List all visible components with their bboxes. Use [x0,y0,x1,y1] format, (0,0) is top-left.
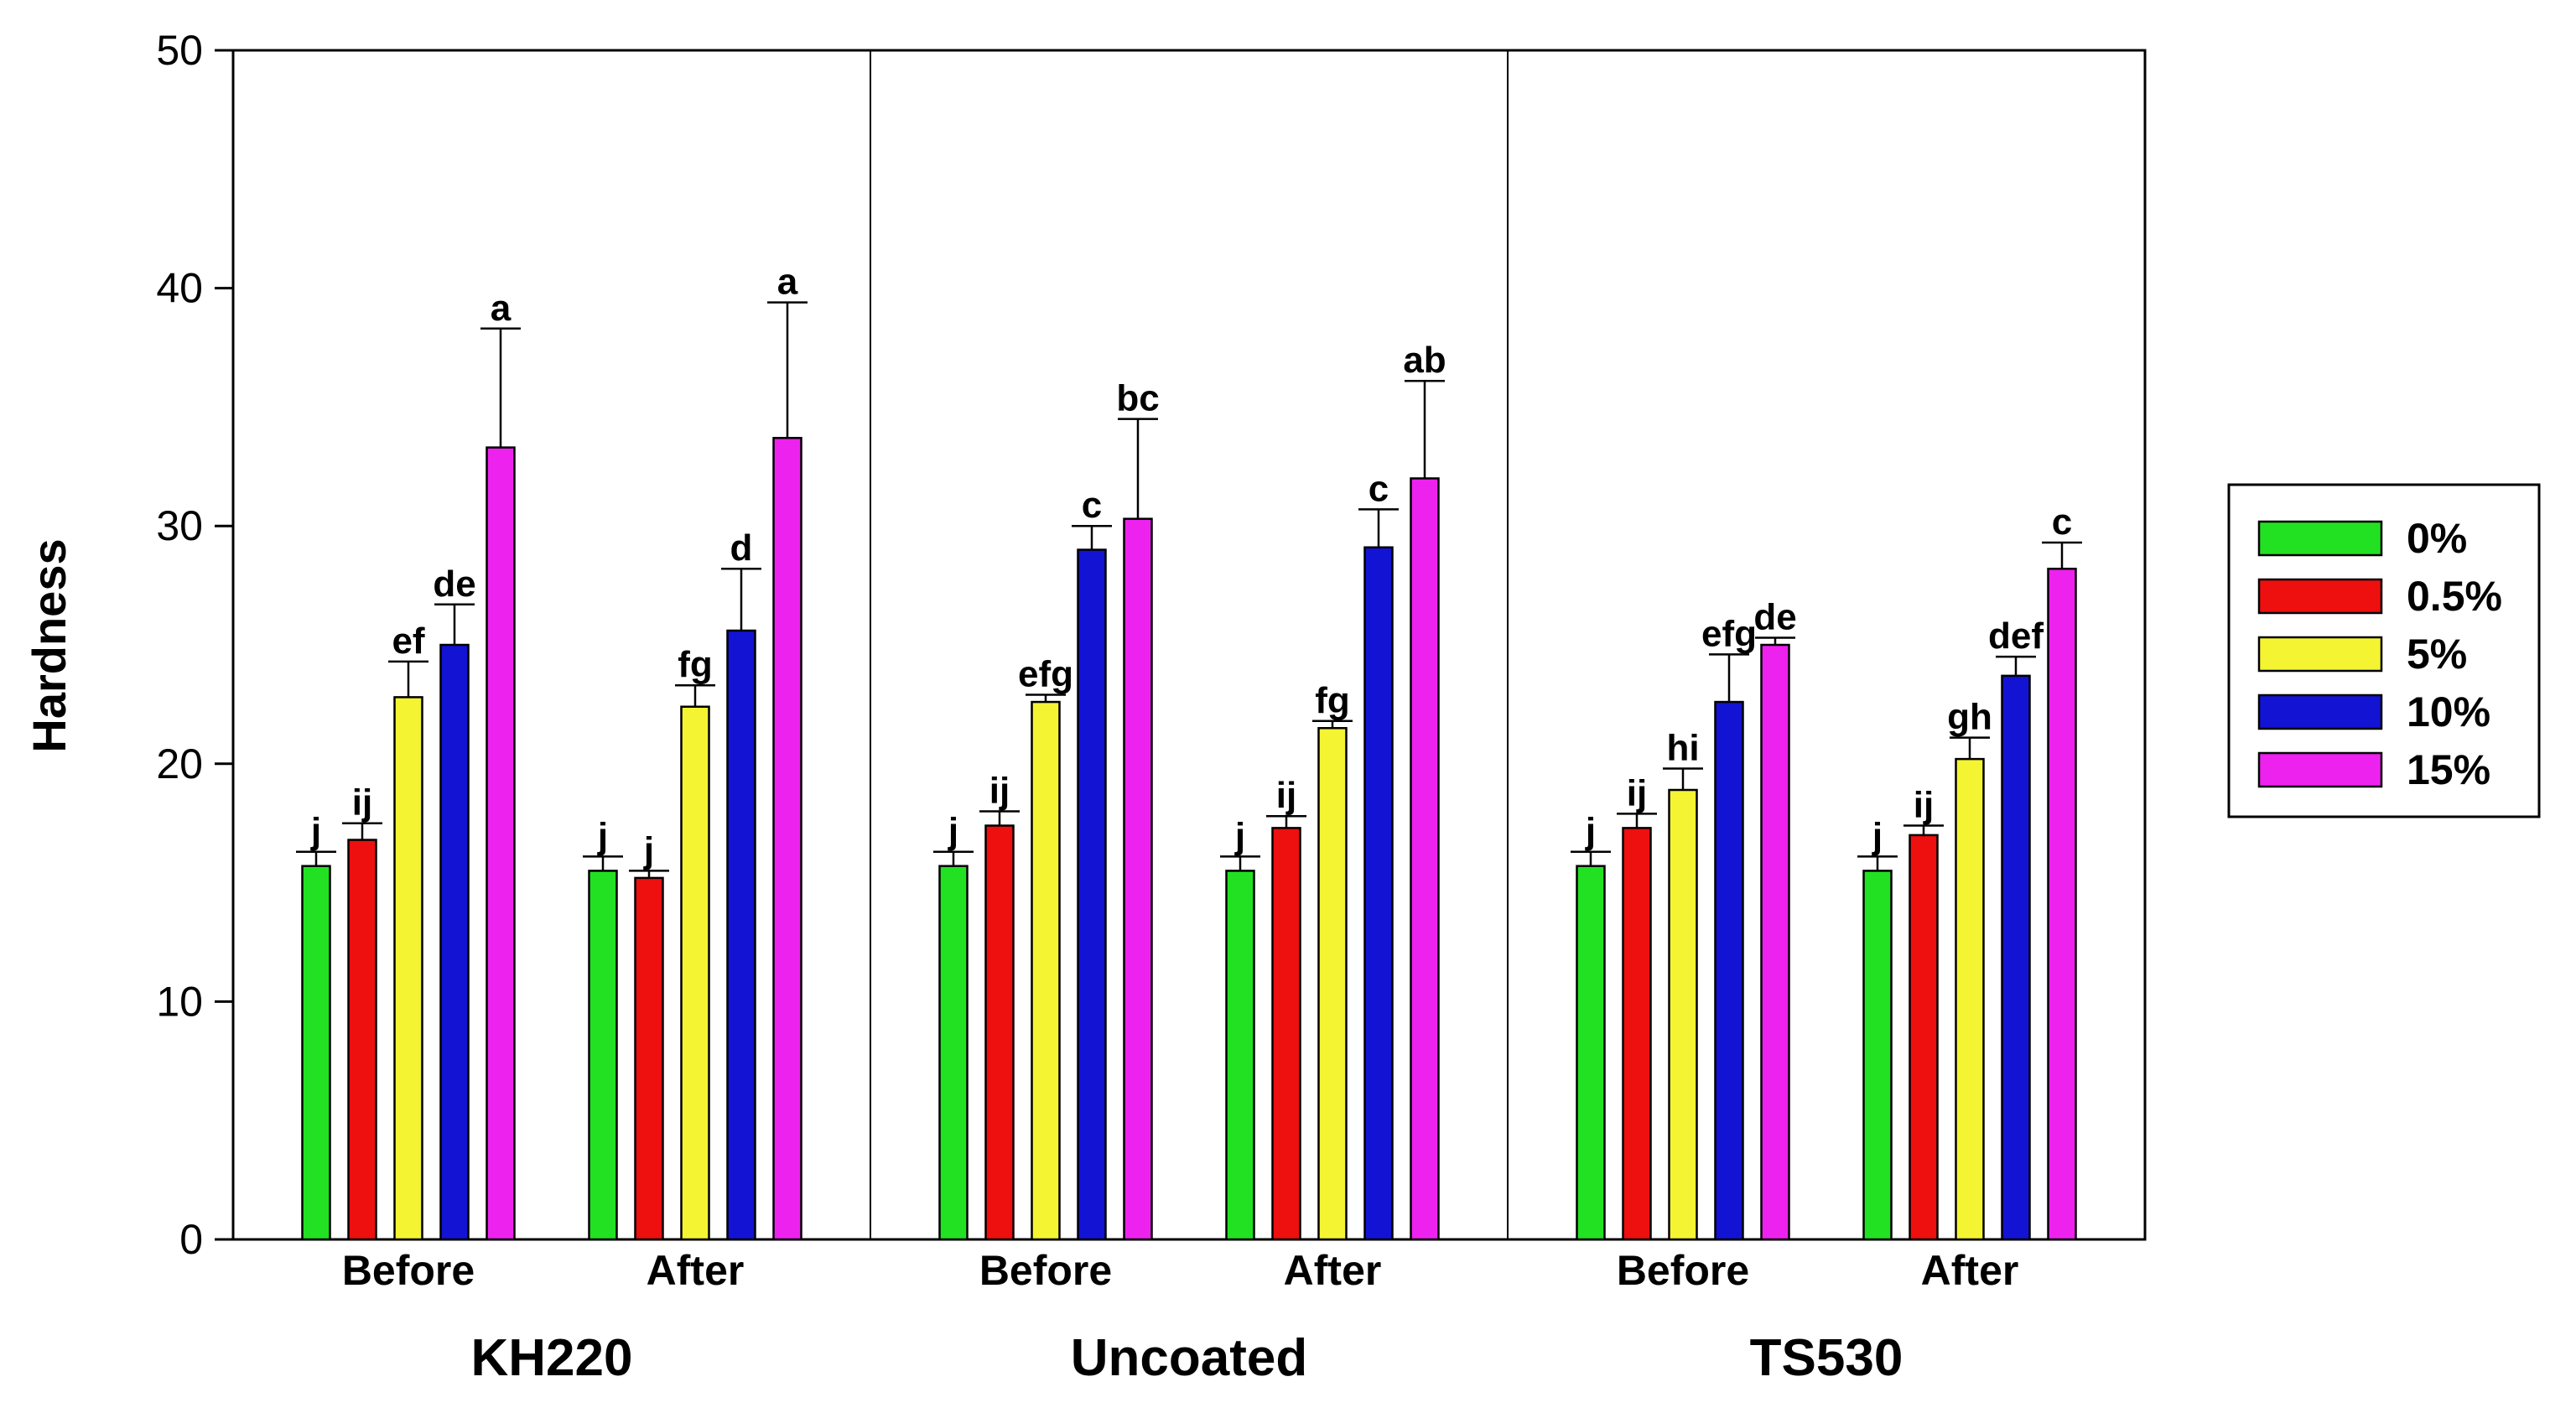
period-label: Before [979,1247,1112,1294]
plot-frame [231,49,2147,1241]
significance-label: gh [1947,697,1992,738]
group-label: TS530 [1750,1329,1903,1387]
period-label: Before [342,1247,475,1294]
bar [1955,757,1985,1241]
significance-label: ij [1914,785,1934,826]
legend-swatch [2257,636,2383,673]
significance-label: fg [678,644,713,685]
bar [984,824,1015,1241]
significance-label: ef [392,621,424,662]
significance-label: a [491,288,512,329]
bar [486,446,516,1241]
y-tick-label: 40 [156,265,203,312]
bar [1862,870,1893,1241]
period-label: Before [1617,1247,1749,1294]
significance-label: ij [1276,775,1296,816]
legend-label: 10% [2407,688,2490,735]
significance-label: fg [1315,680,1350,721]
legend-swatch [2257,751,2383,788]
significance-label: d [730,527,753,569]
bar [1576,865,1606,1241]
significance-label: j [1872,815,1883,856]
bar [301,865,331,1241]
bar [680,705,710,1241]
significance-label: j [1234,815,1245,856]
significance-label: j [643,829,654,870]
y-tick-label: 50 [156,27,203,74]
significance-label: ij [1627,772,1647,813]
bar [1622,827,1652,1241]
significance-label: j [597,815,608,856]
significance-label: hi [1666,727,1699,768]
y-tick-label: 30 [156,502,203,549]
bar [634,876,664,1241]
bar [1714,700,1744,1241]
period-label: After [1284,1247,1382,1294]
bar [2047,567,2077,1241]
significance-label: de [1753,596,1796,637]
legend-swatch [2257,578,2383,615]
bar [2001,674,2031,1241]
bar [1410,477,1440,1241]
significance-label: a [777,262,798,303]
significance-label: j [310,811,321,852]
y-tick-label: 20 [156,740,203,787]
significance-label: ij [989,771,1010,812]
bar [726,629,756,1241]
legend-swatch [2257,694,2383,730]
significance-label: efg [1701,613,1757,654]
significance-label: ij [352,782,372,823]
significance-label: efg [1018,654,1073,695]
bar [772,437,802,1241]
legend-label: 5% [2407,631,2467,678]
y-axis-label: Hardness [23,538,75,752]
bar [588,870,618,1241]
legend-label: 0.5% [2407,573,2502,620]
bar [347,839,377,1241]
legend-swatch [2257,520,2383,557]
period-label: After [647,1247,745,1294]
bar [1909,834,1939,1241]
bar [1668,788,1698,1241]
bar [1225,870,1255,1241]
bar [1363,546,1394,1241]
bar [1271,827,1301,1241]
significance-label: ab [1403,340,1446,381]
bar [938,865,969,1241]
significance-label: c [2052,501,2072,543]
significance-label: c [1082,485,1102,526]
group-label: Uncoated [1071,1329,1307,1387]
y-tick-label: 0 [179,1216,203,1263]
significance-label: j [1585,811,1596,852]
bar [1760,643,1790,1241]
significance-label: def [1988,616,2044,657]
bar [393,696,423,1241]
bar [439,643,470,1241]
significance-label: bc [1116,378,1159,419]
bar [1031,700,1061,1241]
period-label: After [1921,1247,2019,1294]
significance-label: c [1368,468,1389,509]
bar [1077,548,1107,1241]
legend-label: 0% [2407,515,2467,562]
significance-label: j [948,811,958,852]
legend-label: 15% [2407,746,2490,793]
group-label: KH220 [471,1329,633,1387]
significance-label: de [433,564,475,605]
bar [1123,517,1153,1241]
bar [1317,727,1348,1241]
y-tick-label: 10 [156,978,203,1025]
legend: 0% 0.5% 5% 10% 15% [2227,483,2541,818]
